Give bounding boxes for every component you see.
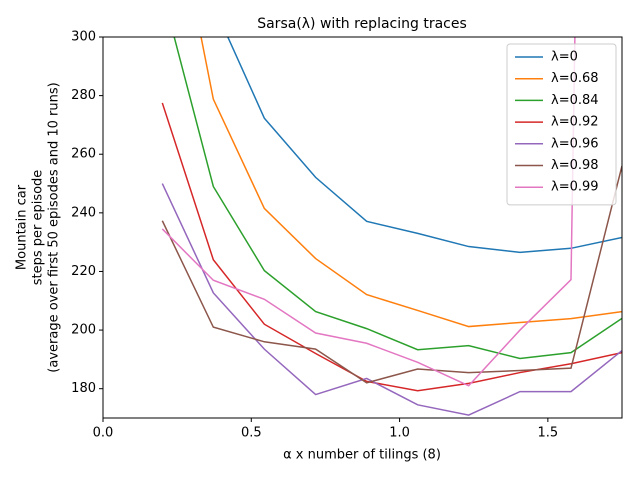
- series-line: [161, 102, 622, 392]
- x-tick-label: 0.0: [93, 426, 114, 441]
- x-tick-label: 1.5: [538, 426, 559, 441]
- series-line: [173, 37, 622, 360]
- y-tick-label: 180: [71, 381, 96, 396]
- x-axis-label: α x number of tilings (8): [283, 448, 441, 463]
- y-axis-label: (average over first 50 episodes and 10 r…: [47, 82, 62, 372]
- y-tick-label: 220: [71, 264, 96, 279]
- plot-lines: [161, 37, 622, 416]
- legend-label: λ=0: [551, 50, 578, 65]
- x-tick-label: 0.5: [241, 426, 262, 441]
- legend-label: λ=0.68: [551, 71, 599, 86]
- plot-frame: [102, 36, 623, 419]
- series-line: [227, 37, 622, 254]
- legend-box: [506, 43, 617, 206]
- series-line: [161, 183, 622, 416]
- series-line: [161, 37, 576, 387]
- legend-label: λ=0.96: [551, 136, 599, 151]
- series-line: [161, 165, 622, 384]
- legend-label: λ=0.98: [551, 158, 599, 173]
- y-tick-label: 260: [71, 147, 96, 162]
- series-line: [200, 37, 622, 328]
- legend-label: λ=0.92: [551, 115, 599, 130]
- legend-label: λ=0.99: [551, 180, 599, 195]
- y-tick-label: 200: [71, 323, 96, 338]
- y-axis-label: steps per episode: [31, 170, 46, 286]
- y-axis-label: Mountain car: [15, 184, 30, 270]
- chart-title: Sarsa(λ) with replacing traces: [257, 16, 467, 32]
- y-tick-label: 280: [71, 88, 96, 103]
- legend-label: λ=0.84: [551, 93, 599, 108]
- y-tick-label: 300: [71, 30, 96, 45]
- x-tick-label: 1.0: [389, 426, 410, 441]
- y-tick-label: 240: [71, 205, 96, 220]
